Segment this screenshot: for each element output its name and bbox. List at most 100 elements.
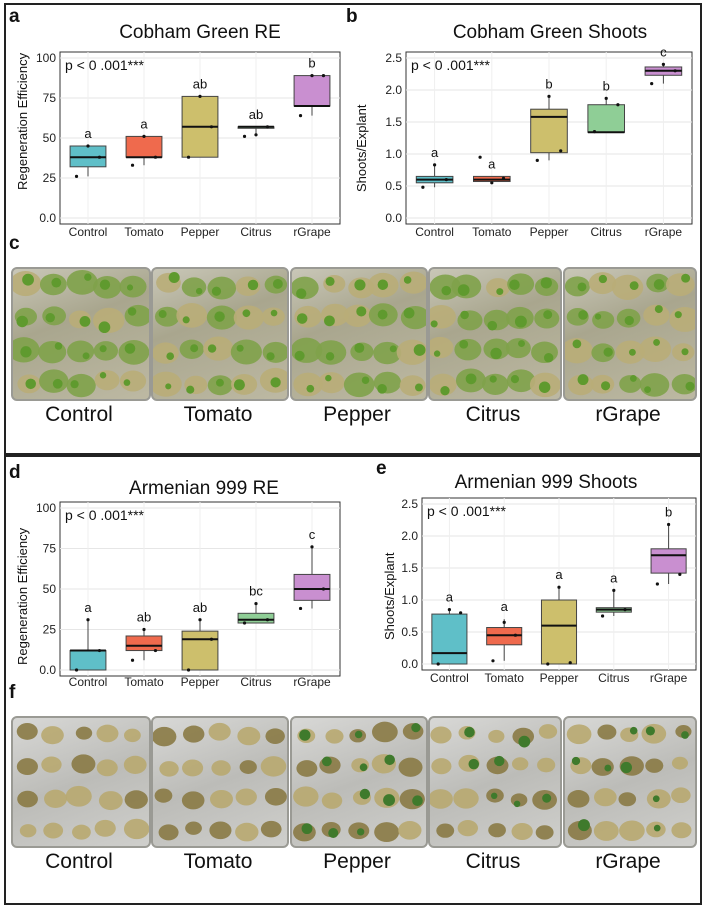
- photo-label-control: Control: [45, 850, 113, 873]
- box-citrus: [587, 104, 626, 133]
- box-control: [431, 613, 468, 665]
- box-control: [69, 650, 107, 671]
- chart-e-title: Armenian 999 Shoots: [454, 472, 638, 493]
- x-tick-label: Tomato: [485, 671, 525, 685]
- chart-d-title: Armenian 999 RE: [129, 478, 279, 499]
- data-point: [535, 158, 539, 162]
- x-tick-label: Tomato: [124, 675, 164, 689]
- significance-letter: a: [84, 600, 92, 615]
- y-tick-label: 0.5: [385, 179, 402, 193]
- culture-dish-photo: [11, 267, 151, 401]
- box-tomato: [125, 135, 163, 158]
- data-point: [254, 601, 258, 606]
- y-tick-label: 0.0: [39, 211, 56, 225]
- x-tick-label: Pepper: [540, 671, 579, 685]
- y-tick-label: 2.5: [401, 497, 418, 511]
- data-point: [623, 608, 627, 612]
- data-point: [242, 134, 247, 138]
- data-point: [421, 185, 425, 189]
- x-tick-label: Citrus: [598, 671, 629, 685]
- y-tick-label: 50: [43, 131, 57, 145]
- p-value-annotation: p < 0 .001***: [411, 57, 491, 73]
- chart-d-armenian-re: 0.0 25 50 75 100 p < 0 .001*** a Control ab Tomat…: [36, 501, 341, 689]
- x-tick-label: Pepper: [181, 675, 220, 689]
- y-tick-label: 100: [36, 51, 56, 65]
- p-value-annotation: p < 0 .001***: [65, 507, 145, 523]
- significance-letter: b: [603, 78, 610, 93]
- y-tick-label: 25: [43, 171, 57, 185]
- x-tick-label: Pepper: [530, 225, 569, 239]
- data-point: [209, 637, 214, 641]
- data-point: [655, 582, 659, 586]
- x-tick-label: Tomato: [472, 225, 512, 239]
- y-tick-label: 0.0: [385, 211, 402, 225]
- data-point: [186, 668, 191, 672]
- significance-letter: b: [308, 56, 315, 71]
- explant-pattern: [566, 723, 692, 841]
- data-point: [142, 134, 146, 138]
- photo-label-citrus: Citrus: [465, 850, 521, 873]
- chart-a-title: Cobham Green RE: [119, 22, 281, 43]
- data-point: [673, 69, 677, 73]
- culture-dish-photo: [428, 716, 562, 848]
- box-citrus: [237, 612, 275, 624]
- top-panel-frame: [4, 3, 702, 455]
- culture-dish-photo: [151, 716, 289, 848]
- data-point: [568, 661, 572, 665]
- data-point: [298, 606, 303, 611]
- data-point: [612, 588, 616, 592]
- data-point: [298, 114, 303, 118]
- x-tick-label: Control: [69, 225, 108, 239]
- significance-letter: b: [545, 76, 552, 91]
- x-tick-label: Citrus: [240, 675, 271, 689]
- data-point: [459, 611, 463, 615]
- data-point: [444, 178, 448, 182]
- panel-label-a: a: [9, 6, 20, 27]
- data-point: [321, 74, 326, 78]
- data-point: [557, 585, 561, 589]
- data-point: [616, 103, 620, 107]
- y-tick-label: 75: [43, 91, 57, 105]
- y-tick-label: 1.5: [385, 115, 402, 129]
- data-point: [74, 668, 79, 672]
- significance-letter: ab: [193, 600, 207, 615]
- y-tick-label: 1.0: [385, 147, 402, 161]
- data-point: [86, 618, 90, 622]
- y-tick-label: 2.5: [385, 51, 402, 65]
- x-tick-label: rGrape: [650, 671, 688, 685]
- x-tick-label: Citrus: [591, 225, 622, 239]
- photo-label-tomato: Tomato: [183, 850, 253, 873]
- explant-pattern: [13, 269, 149, 398]
- culture-dish-photo: [563, 716, 697, 848]
- data-point: [490, 181, 494, 185]
- x-tick-label: Control: [430, 671, 469, 685]
- explant-pattern: [153, 271, 287, 397]
- box-rgrape: [293, 573, 331, 601]
- data-point: [592, 130, 597, 134]
- y-tick-label: 1.5: [401, 561, 418, 575]
- box-tomato: [125, 635, 163, 652]
- x-tick-label: Citrus: [240, 225, 271, 239]
- explant-pattern: [153, 722, 287, 842]
- chart-b-cobham-shoots: 0.0 0.5 1.0 1.5 2.0 2.5 p < 0 .001*** a Control a…: [385, 44, 693, 239]
- y-tick-label: 1.0: [401, 593, 418, 607]
- y-tick-label: 0.5: [401, 625, 418, 639]
- data-point: [186, 155, 191, 159]
- data-point: [650, 82, 654, 86]
- culture-dish-photo: [151, 267, 289, 401]
- x-tick-label: Pepper: [181, 225, 220, 239]
- explant-pattern: [430, 724, 558, 840]
- data-point: [130, 163, 135, 167]
- panel-label-b: b: [346, 6, 358, 27]
- x-tick-label: rGrape: [293, 225, 331, 239]
- p-value-annotation: p < 0 .001***: [65, 57, 145, 73]
- y-tick-label: 25: [43, 623, 57, 637]
- photo-label-pepper: Pepper: [323, 403, 391, 426]
- data-point: [310, 74, 314, 78]
- data-point: [97, 648, 102, 653]
- photo-label-pepper: Pepper: [323, 850, 391, 873]
- data-point: [310, 545, 314, 549]
- significance-letter: a: [555, 567, 563, 582]
- data-point: [600, 614, 605, 618]
- data-point: [74, 174, 79, 178]
